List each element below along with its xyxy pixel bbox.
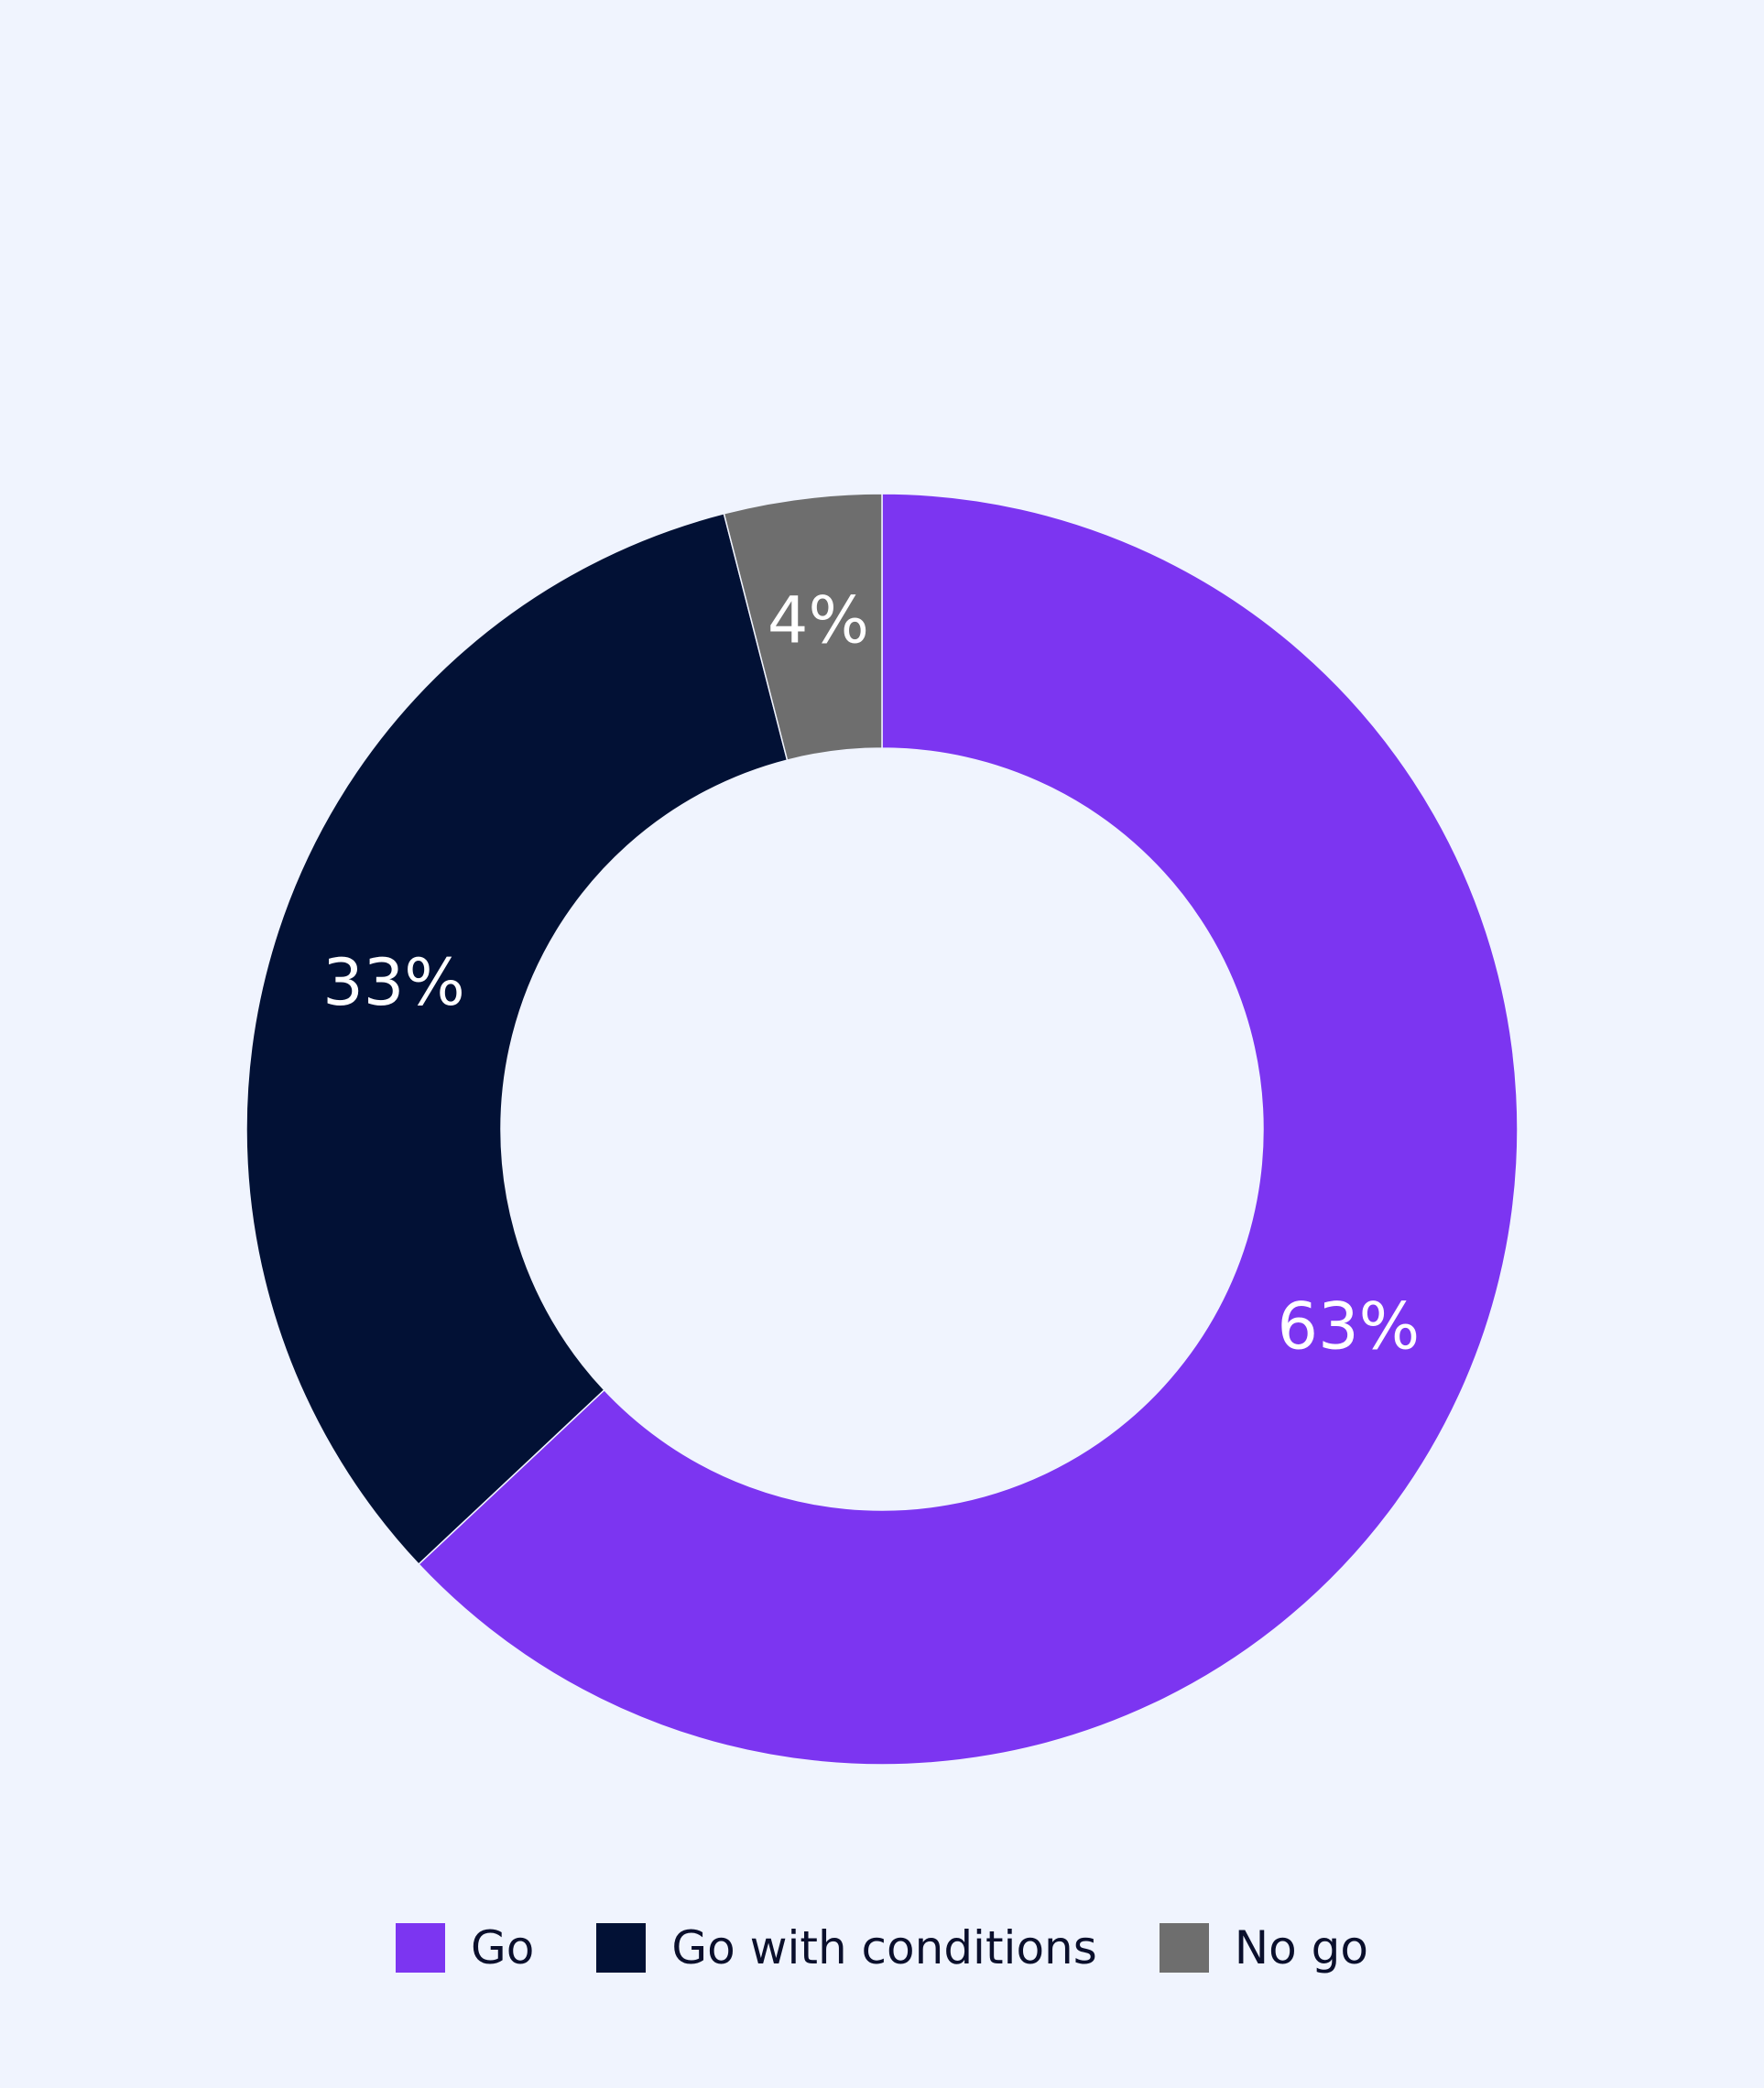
donut-slice-go-with-conditions	[245, 512, 789, 1566]
slice-label-go: 63%	[1278, 1289, 1421, 1364]
donut-slices	[245, 493, 1519, 1766]
legend-item-no-go: No go	[1159, 1921, 1368, 1974]
legend-item-go-with-conditions: Go with conditions	[596, 1921, 1097, 1974]
donut-slice-labels: 63% 33% 4%	[322, 582, 1420, 1364]
legend-label-go: Go	[471, 1921, 535, 1974]
legend-swatch-go	[396, 1923, 445, 1973]
donut-slice-no-go	[723, 493, 883, 761]
legend-swatch-no-go	[1159, 1923, 1209, 1973]
legend-label-no-go: No go	[1234, 1921, 1368, 1974]
legend-item-go: Go	[396, 1921, 534, 1974]
chart-legend: Go Go with conditions No go	[0, 1921, 1764, 1974]
legend-label-go-with-conditions: Go with conditions	[671, 1921, 1097, 1974]
slice-label-go-with-conditions: 33%	[322, 945, 465, 1020]
donut-slice-go	[418, 493, 1519, 1766]
slice-label-no-go: 4%	[768, 582, 869, 658]
legend-swatch-go-with-conditions	[596, 1923, 647, 1973]
